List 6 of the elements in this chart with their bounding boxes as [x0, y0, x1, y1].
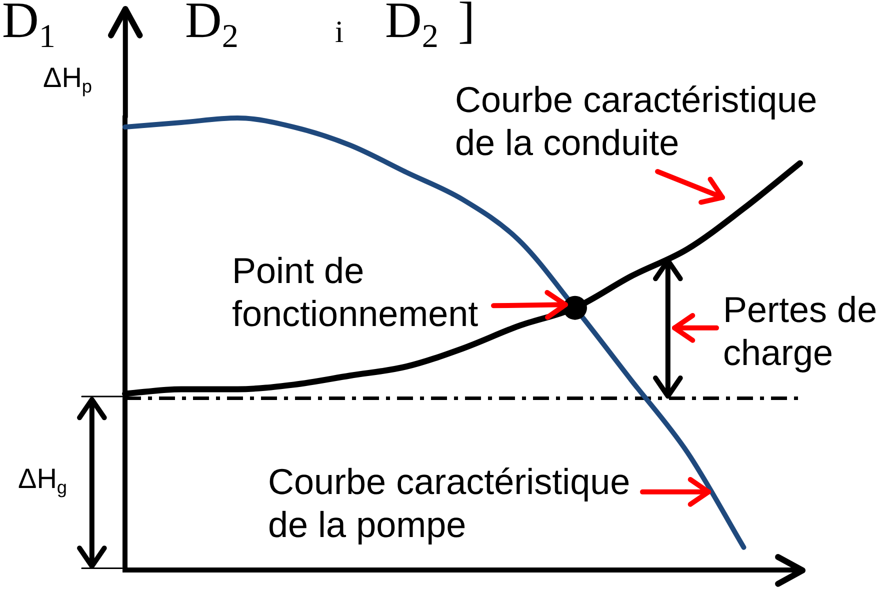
annotation: Courbe caractéristique de la conduite — [455, 79, 818, 163]
annotation: Pertes de charge — [723, 289, 878, 373]
text: Point de fonctionnement — [232, 250, 478, 334]
annotation: Courbe caractéristique de la pompe — [268, 461, 630, 545]
text: i — [335, 14, 344, 49]
text: ] — [458, 0, 475, 49]
